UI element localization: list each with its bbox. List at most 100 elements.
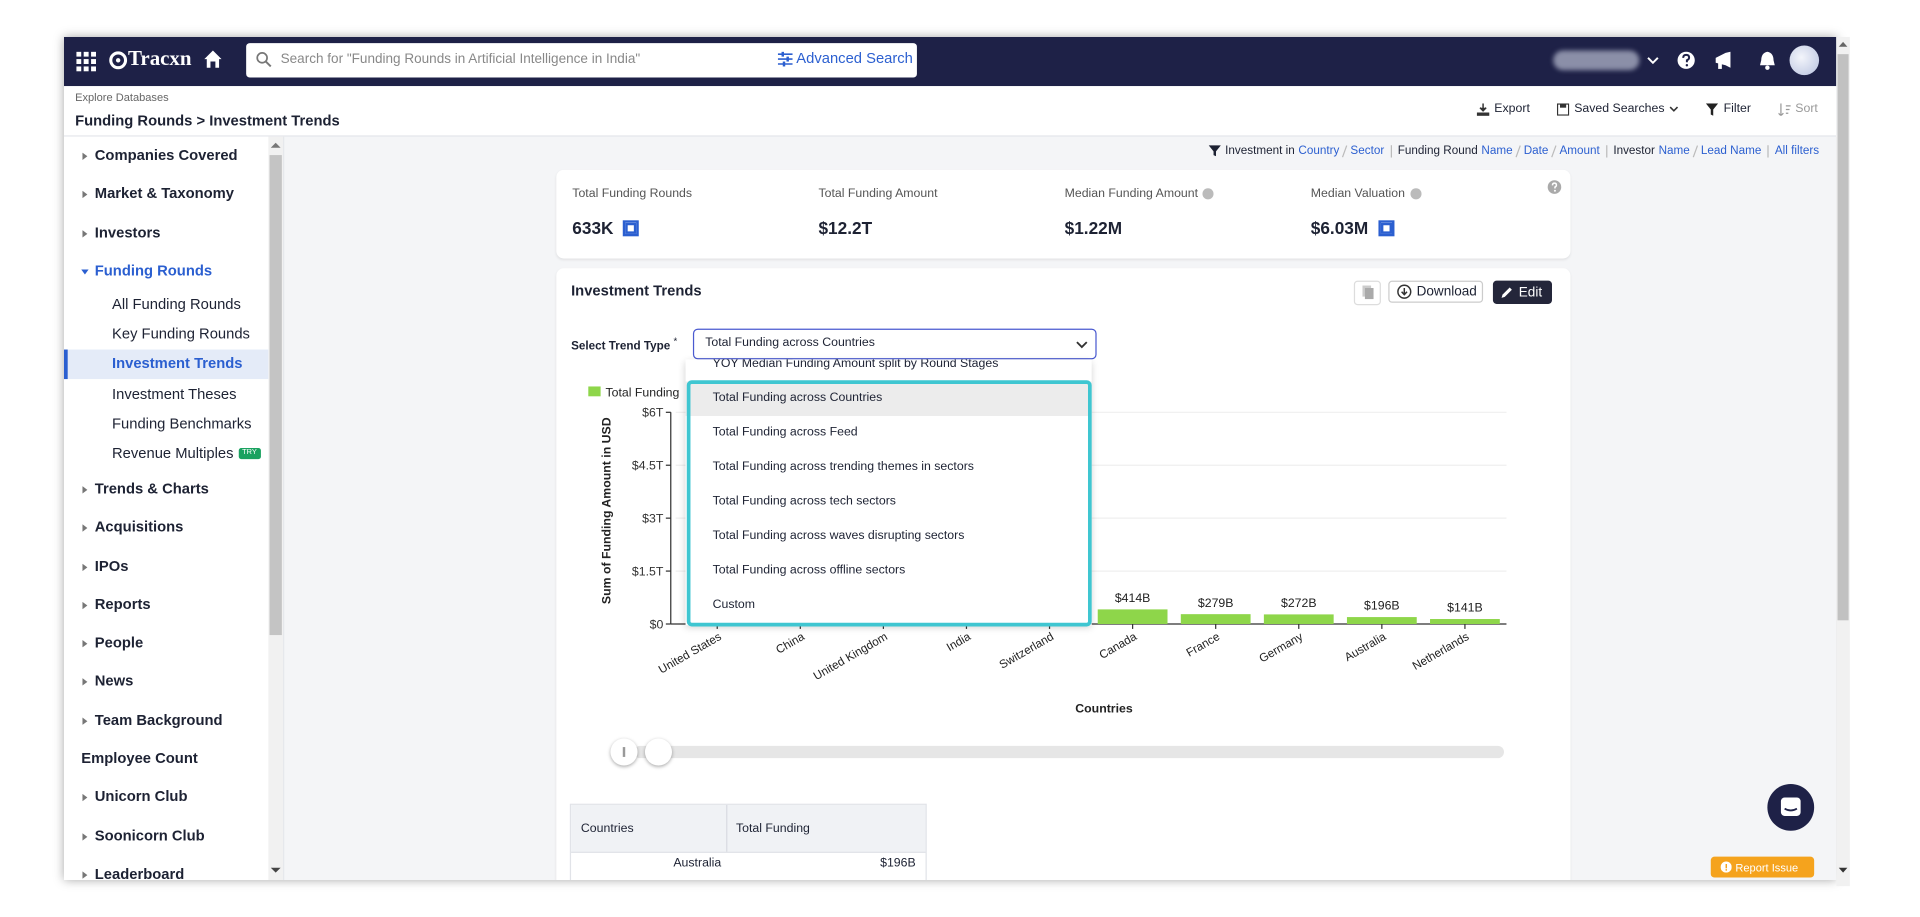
scroll-up-arrow[interactable] xyxy=(270,140,281,150)
expand-arrow[interactable] xyxy=(81,191,88,199)
dropdown-option[interactable]: Total Funding across waves disrupting se… xyxy=(712,529,965,543)
sidebar-item[interactable]: News xyxy=(94,672,134,690)
report-issue-button[interactable]: Report Issue xyxy=(1710,856,1815,878)
filter-link[interactable]: All filters xyxy=(1774,143,1820,158)
notifications-icon[interactable] xyxy=(1758,50,1778,70)
sidebar-subitem[interactable]: Investment Theses xyxy=(112,385,237,402)
dropdown-option[interactable]: Total Funding across Countries xyxy=(685,381,1092,416)
page-scroll-thumb[interactable] xyxy=(1837,54,1849,621)
sidebar-subitem[interactable]: Investment Trends xyxy=(112,355,242,372)
sidebar-item[interactable]: Trends & Charts xyxy=(94,479,209,498)
sidebar-item[interactable]: Team Background xyxy=(94,710,223,729)
dropdown-option[interactable]: Custom xyxy=(712,598,756,612)
sidebar-item[interactable]: Reports xyxy=(94,595,151,613)
sidebar-scroll-thumb[interactable] xyxy=(269,155,282,636)
expand-arrow[interactable] xyxy=(81,601,88,609)
expand-arrow[interactable] xyxy=(81,678,88,687)
advanced-search-link[interactable]: Advanced Search xyxy=(796,49,913,67)
toolbar-item[interactable]: Filter xyxy=(1706,102,1751,116)
bar xyxy=(1097,609,1168,624)
expand-arrow[interactable] xyxy=(81,486,88,494)
filter-link[interactable]: Lead Name xyxy=(1700,143,1762,158)
sidebar-subitem[interactable]: All Funding Rounds xyxy=(112,295,241,312)
open-list-icon[interactable] xyxy=(623,219,640,236)
toolbar-item[interactable]: Sort xyxy=(1778,102,1818,116)
expand-arrow[interactable] xyxy=(81,152,88,160)
chat-button[interactable] xyxy=(1767,783,1815,831)
expand-arrow[interactable] xyxy=(81,717,88,725)
dropdown-option[interactable]: Total Funding across trending themes in … xyxy=(712,460,974,474)
apps-icon[interactable] xyxy=(76,51,96,72)
scroll-down-arrow[interactable] xyxy=(270,865,281,875)
edit-button[interactable]: Edit xyxy=(1492,280,1552,304)
stat-label-row: Total Funding Rounds xyxy=(572,187,692,201)
y-axis-title: Sum of Funding Amount in USD xyxy=(599,417,613,604)
range-slider-start-handle[interactable] xyxy=(610,738,638,766)
stat-label: Total Funding Amount xyxy=(818,187,938,201)
range-slider-track[interactable] xyxy=(633,745,1504,759)
sidebar-item[interactable]: IPOs xyxy=(94,556,129,575)
sidebar-item[interactable]: Acquisitions xyxy=(94,518,184,536)
toolbar-item[interactable]: Export xyxy=(1477,102,1530,116)
sidebar-item[interactable]: Unicorn Club xyxy=(94,788,188,806)
announcements-icon[interactable] xyxy=(1713,50,1735,70)
table-header-cell[interactable]: Countries xyxy=(580,822,634,836)
filter-link[interactable]: Date xyxy=(1523,143,1549,158)
sidebar-item[interactable]: People xyxy=(94,633,144,652)
user-name-blurred[interactable] xyxy=(1553,50,1640,71)
help-icon[interactable] xyxy=(1676,50,1696,70)
search-box[interactable] xyxy=(246,43,917,78)
avatar[interactable] xyxy=(1789,45,1820,76)
range-slider-end-handle[interactable] xyxy=(644,738,672,766)
dropdown-option[interactable]: Total Funding across offline sectors xyxy=(712,563,906,578)
sidebar-subitem[interactable]: Key Funding Rounds xyxy=(112,325,250,342)
info-icon[interactable] xyxy=(1409,188,1421,200)
sidebar-item[interactable]: Employee Count xyxy=(81,749,198,767)
sidebar xyxy=(63,136,285,880)
sidebar-item[interactable]: Market & Taxonomy xyxy=(94,184,235,203)
sidebar-subitem[interactable]: Revenue Multiples TRY xyxy=(112,444,261,461)
sidebar-item[interactable]: Investors xyxy=(94,223,161,241)
stats-help-icon[interactable] xyxy=(1547,180,1562,195)
expand-arrow[interactable] xyxy=(81,832,88,841)
copy-button[interactable] xyxy=(1353,280,1381,306)
home-icon[interactable] xyxy=(203,49,223,69)
sidebar-item[interactable]: Companies Covered xyxy=(94,146,238,164)
filter-link[interactable]: Name xyxy=(1481,143,1513,158)
copy-icon xyxy=(1362,285,1374,300)
expanded-arrow[interactable] xyxy=(81,268,89,275)
expand-arrow[interactable] xyxy=(81,640,88,648)
filter-link[interactable]: Amount xyxy=(1559,143,1600,158)
sidebar-item[interactable]: Funding Rounds xyxy=(94,262,213,280)
trend-type-select[interactable] xyxy=(692,328,1097,360)
sidebar-item[interactable]: Soonicorn Club xyxy=(94,826,205,844)
page-scroll-up[interactable] xyxy=(1838,39,1849,50)
dropdown-option[interactable]: Total Funding across Feed xyxy=(712,425,858,440)
sidebar-subitem[interactable]: Funding Benchmarks xyxy=(112,414,252,431)
expand-arrow[interactable] xyxy=(81,229,88,238)
table-header-cell[interactable]: Total Funding xyxy=(735,822,810,836)
expand-arrow[interactable] xyxy=(81,871,88,879)
filter-link[interactable]: Sector xyxy=(1350,143,1385,158)
breadcrumb-section[interactable]: Explore Databases xyxy=(75,91,169,104)
expand-arrow[interactable] xyxy=(81,524,88,532)
filter-group-label: Funding Round xyxy=(1397,143,1478,158)
expand-arrow[interactable] xyxy=(81,794,88,802)
search-placeholder: Search for "Funding Rounds in Artificial… xyxy=(280,51,641,67)
logo[interactable]: Tracxn xyxy=(127,46,192,71)
toolbar-item[interactable]: Saved Searches xyxy=(1556,102,1679,116)
page-scroll-down[interactable] xyxy=(1838,865,1849,876)
filter-link[interactable]: Country xyxy=(1298,143,1340,158)
download-button[interactable]: Download xyxy=(1388,280,1484,303)
stat-value-row: $1.22M xyxy=(1065,218,1122,238)
dropdown-option[interactable]: Total Funding across tech sectors xyxy=(712,494,896,509)
expand-arrow[interactable] xyxy=(81,563,88,571)
filter-link[interactable]: Name xyxy=(1658,143,1690,158)
open-list-icon[interactable] xyxy=(1378,219,1395,236)
info-icon[interactable] xyxy=(1202,188,1215,200)
dropdown-option[interactable]: YOY Median Funding Amount split by Round… xyxy=(712,359,999,371)
sidebar-item[interactable]: Leaderboard xyxy=(94,865,185,880)
user-menu-chevron[interactable] xyxy=(1647,54,1659,66)
toolbar-icon xyxy=(1477,102,1490,116)
select-chevron[interactable] xyxy=(1076,338,1088,350)
